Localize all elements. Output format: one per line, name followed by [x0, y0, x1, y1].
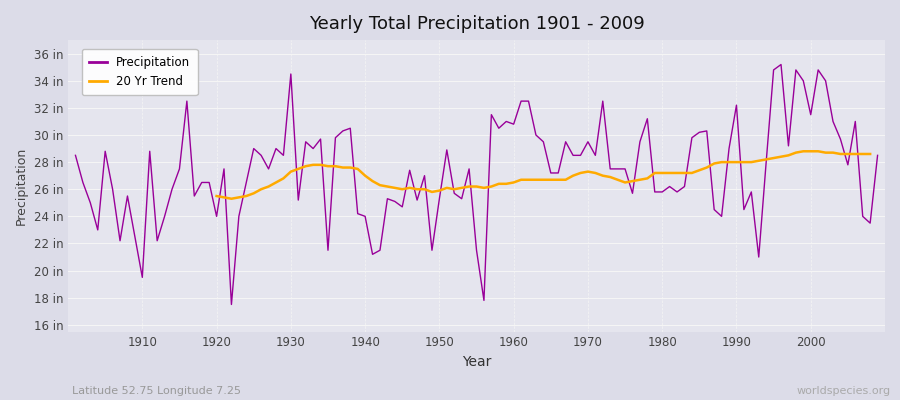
X-axis label: Year: Year: [462, 355, 491, 369]
Text: worldspecies.org: worldspecies.org: [796, 386, 891, 396]
Title: Yearly Total Precipitation 1901 - 2009: Yearly Total Precipitation 1901 - 2009: [309, 15, 644, 33]
Text: Latitude 52.75 Longitude 7.25: Latitude 52.75 Longitude 7.25: [72, 386, 241, 396]
Y-axis label: Precipitation: Precipitation: [15, 147, 28, 225]
Legend: Precipitation, 20 Yr Trend: Precipitation, 20 Yr Trend: [82, 49, 198, 95]
